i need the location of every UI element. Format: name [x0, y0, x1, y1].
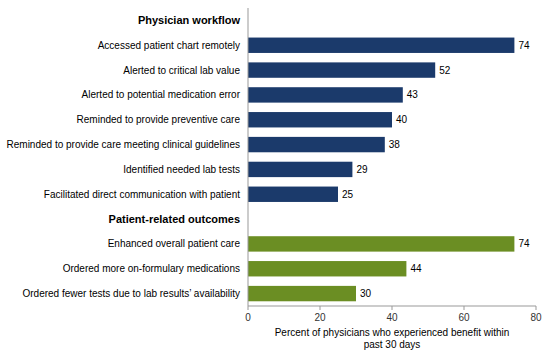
group-header: Physician workflow [138, 14, 241, 26]
tick-label: Facilitated direct communication with pa… [44, 189, 240, 200]
tick-label: Ordered more on-formulary medications [63, 263, 240, 274]
data-label: 38 [389, 139, 401, 150]
data-label: 44 [410, 263, 422, 274]
x-tick [392, 306, 393, 310]
tick-label: Enhanced overall patient care [108, 238, 241, 249]
bar [248, 62, 435, 77]
bar [248, 137, 385, 152]
chart: 74 52 43 40 38 29 25 74 44 30 Physician workflow Ac… [0, 0, 560, 356]
bar [248, 261, 406, 276]
bar [248, 112, 392, 127]
bar [248, 187, 338, 202]
bar [248, 87, 403, 102]
y-axis-line [248, 8, 249, 306]
tick-label: Alerted to critical lab value [123, 65, 240, 76]
tick-label: Reminded to provide care meeting clinica… [7, 139, 240, 150]
tick-label: Accessed patient chart remotely [98, 40, 240, 51]
tick-label: Alerted to potential medication error [82, 89, 241, 100]
x-tick [320, 306, 321, 310]
bars [248, 38, 514, 302]
x-tick [464, 306, 465, 310]
tick-label: Identified needed lab tests [123, 164, 240, 175]
tick-label: Ordered fewer tests due to lab results’ … [22, 288, 240, 299]
data-label: 52 [439, 65, 451, 76]
bar [248, 286, 356, 301]
x-tick-label: 20 [314, 312, 326, 323]
x-tick-label: 40 [386, 312, 398, 323]
bar [248, 162, 352, 177]
x-axis-label-line: past 30 days [364, 339, 421, 350]
data-label: 25 [342, 189, 354, 200]
data-label: 30 [360, 288, 372, 299]
tick-label: Reminded to provide preventive care [77, 114, 241, 125]
x-axis-label-line: Percent of physicians who experienced be… [275, 327, 510, 338]
x-tick [248, 306, 249, 310]
data-label: 43 [407, 89, 419, 100]
bar [248, 38, 514, 53]
group-header: Patient-related outcomes [109, 213, 240, 225]
x-tick-label: 0 [245, 312, 251, 323]
x-axis-label: Percent of physicians who experienced be… [275, 327, 510, 350]
x-tick [536, 306, 537, 310]
data-label: 29 [356, 164, 368, 175]
data-label: 40 [396, 114, 408, 125]
bar [248, 236, 514, 251]
x-tick-label: 60 [458, 312, 470, 323]
data-label: 74 [518, 238, 530, 249]
data-label: 74 [518, 40, 530, 51]
x-tick-label: 80 [530, 312, 542, 323]
